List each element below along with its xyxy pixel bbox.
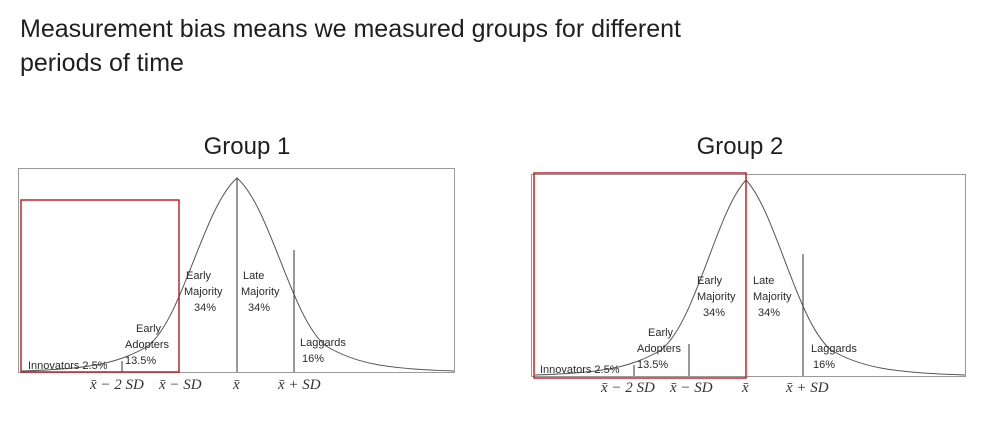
label-late-majority-1: Late [243,270,264,282]
axis-label-minus-1sd: x̄ − SD [158,377,202,393]
label-early-majority-pct: 34% [194,302,216,314]
label-early-majority-1: Early [186,270,212,282]
bell-curve [534,179,966,376]
label-laggards-pct: 16% [302,353,324,365]
label-laggards: Laggards [300,337,346,349]
axis-label-mean: x̄ [232,377,240,393]
axis-label-minus-2sd: x̄ − 2 SD [600,380,655,396]
label-early-majority-2: Majority [184,286,223,298]
label-late-majority-2: Majority [241,286,280,298]
label-late-majority-pct: 34% [248,302,270,314]
label-laggards-pct: 16% [813,359,835,371]
label-early-adopters-2: Adopters [637,343,682,355]
slide-title-line-2: periods of time [20,49,184,77]
diagram-frame [531,174,966,377]
label-early-majority-2: Majority [697,291,736,303]
bell-curve [21,177,455,372]
slide-title-line-1: Measurement bias means we measured group… [20,15,681,43]
axis-label-minus-1sd: x̄ − SD [669,380,713,396]
label-innovators: Innovators 2.5% [540,364,620,376]
group-2-title: Group 2 [696,133,784,160]
slide-title: Measurement bias means we measured group… [20,12,820,80]
label-early-adopters-pct: 13.5% [637,359,668,371]
group-2-bell-curve-chart: Innovators 2.5% Early Adopters 13.5% Ear… [531,172,966,396]
highlight-box [20,199,180,373]
label-early-adopters-pct: 13.5% [125,355,156,367]
group-1-diagram: Innovators 2.5% Early Adopters 13.5% Ear… [18,168,458,398]
label-laggards: Laggards [811,343,857,355]
group-2-diagram: Innovators 2.5% Early Adopters 13.5% Ear… [531,172,971,404]
label-early-majority-pct: 34% [703,307,725,319]
axis-label-plus-1sd: x̄ + SD [785,380,829,396]
label-early-adopters-2: Adopters [125,339,170,351]
axis-label-minus-2sd: x̄ − 2 SD [89,377,144,393]
highlight-box [533,172,747,379]
label-innovators: Innovators 2.5% [28,360,108,372]
group-1-bell-curve-chart: Innovators 2.5% Early Adopters 13.5% Ear… [18,168,455,393]
diagram-frame [18,168,455,373]
label-late-majority-1: Late [753,275,774,287]
label-early-adopters-1: Early [136,323,162,335]
label-early-majority-1: Early [697,275,723,287]
label-late-majority-2: Majority [753,291,792,303]
label-early-adopters-1: Early [648,327,674,339]
axis-label-mean: x̄ [741,380,749,396]
group-1-title: Group 1 [203,133,291,160]
axis-label-plus-1sd: x̄ + SD [277,377,321,393]
label-late-majority-pct: 34% [758,307,780,319]
